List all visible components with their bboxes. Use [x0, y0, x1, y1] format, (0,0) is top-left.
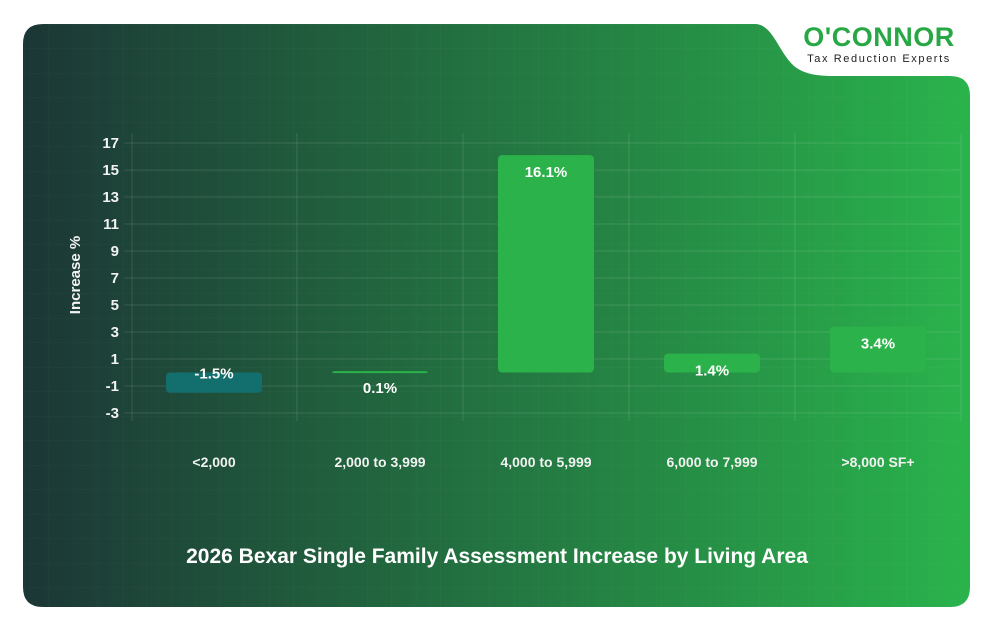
y-tick-label: 9 — [111, 243, 119, 260]
x-tick-label: >8,000 SF+ — [841, 454, 914, 470]
bar — [166, 372, 262, 393]
x-tick-label: 4,000 to 5,999 — [500, 454, 591, 470]
data-label: -1.5% — [194, 366, 233, 383]
y-tick-label: -3 — [106, 405, 119, 422]
data-label: 3.4% — [861, 336, 895, 353]
y-axis-label: Increase % — [67, 236, 84, 314]
logo-tagline: Tax Reduction Experts — [807, 53, 951, 65]
data-label: 16.1% — [525, 164, 568, 181]
y-tick-label: 17 — [102, 135, 119, 152]
chart-title: 2026 Bexar Single Family Assessment Incr… — [186, 545, 808, 568]
data-labels: -1.5% 0.1% 16.1% 1.4% 3.4% — [194, 164, 895, 397]
data-label: 0.1% — [363, 380, 397, 397]
bars — [166, 155, 926, 393]
x-tick-label: 2,000 to 3,999 — [334, 454, 425, 470]
bar — [664, 353, 760, 373]
bar — [498, 155, 594, 373]
y-tick-label: 5 — [111, 297, 119, 314]
logo-brand: O'CONNOR — [803, 22, 954, 52]
x-tick-label: <2,000 — [192, 454, 235, 470]
y-tick-label: 7 — [111, 270, 119, 287]
y-axis-ticks: 17 15 13 11 9 7 5 3 1 -1 -3 — [102, 135, 119, 422]
y-tick-label: 3 — [111, 324, 119, 341]
data-label: 1.4% — [695, 363, 729, 380]
y-tick-label: 11 — [103, 216, 119, 233]
bar — [332, 371, 428, 374]
bar — [830, 326, 926, 373]
y-tick-label: 15 — [102, 162, 119, 179]
y-tick-label: -1 — [106, 378, 119, 395]
x-tick-label: 6,000 to 7,999 — [666, 454, 757, 470]
y-tick-label: 13 — [102, 189, 119, 206]
y-tick-label: 1 — [111, 351, 119, 368]
x-axis-ticks: <2,000 2,000 to 3,999 4,000 to 5,999 6,000 … — [192, 454, 914, 470]
logo: O'CONNOR Tax Reduction Experts — [803, 22, 954, 65]
